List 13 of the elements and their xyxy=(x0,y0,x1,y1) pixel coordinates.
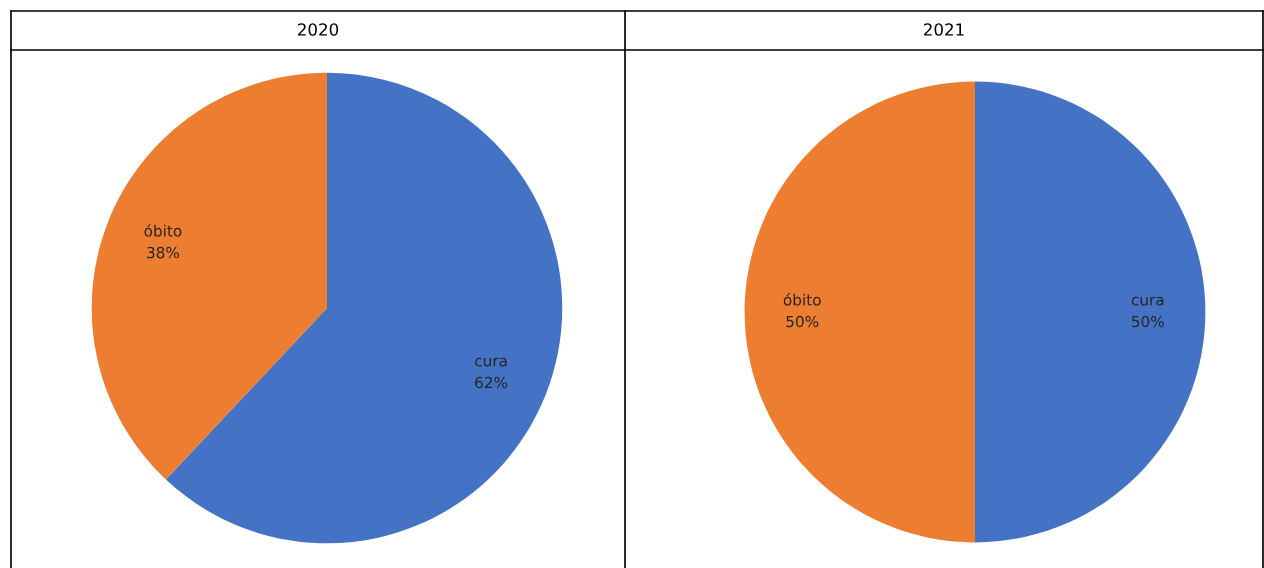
slice-label: cura xyxy=(475,357,507,367)
chart-title: 2021 xyxy=(924,23,964,36)
data-label: 50% xyxy=(1131,315,1164,328)
slice-label: óbito xyxy=(144,224,182,237)
slice-label: óbito xyxy=(783,293,821,306)
pie-slice xyxy=(744,81,975,543)
pie-slice xyxy=(91,72,327,480)
chart-title: 2020 xyxy=(298,23,339,36)
pie-slice xyxy=(975,81,1206,543)
data-label: 50% xyxy=(786,315,819,328)
data-label: 62% xyxy=(475,376,508,389)
data-label: 38% xyxy=(147,246,180,259)
slice-label: cura xyxy=(1131,296,1164,306)
